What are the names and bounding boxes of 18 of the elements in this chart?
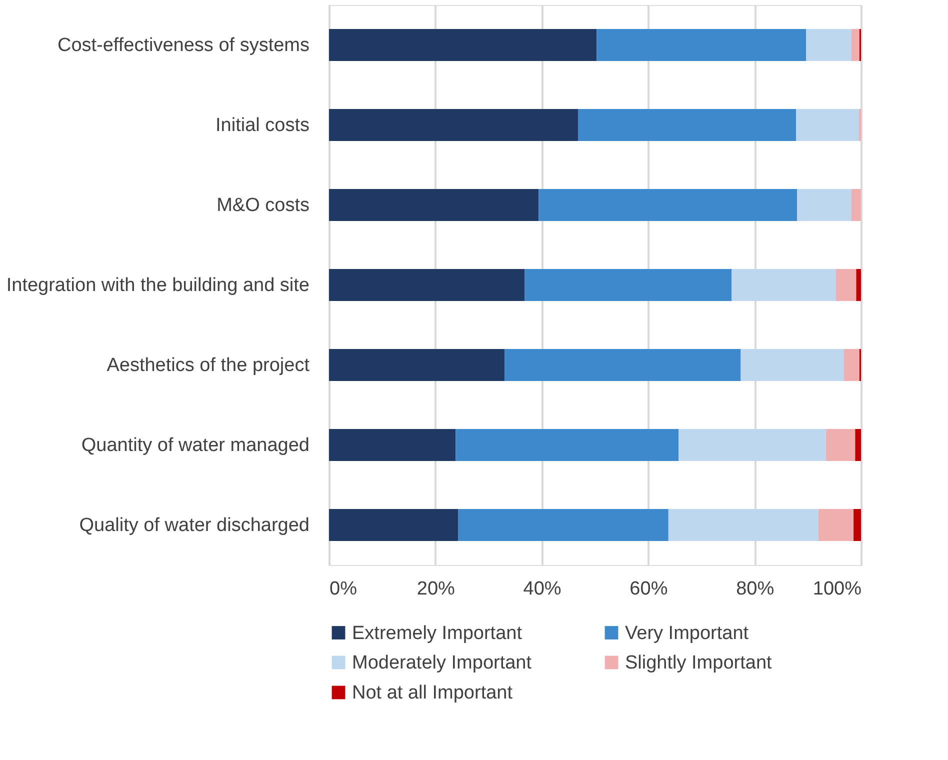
y-tick-label: Quantity of water managed: [81, 435, 310, 456]
legend-label: Very Important: [625, 622, 750, 644]
y-tick-label: M&O costs: [216, 195, 310, 216]
y-tick-label: Integration with the building and site: [6, 275, 310, 296]
x-tick-label: 80%: [736, 578, 774, 600]
y-tick-label: Aesthetics of the project: [106, 355, 310, 376]
x-tick-label: 0%: [330, 578, 358, 600]
x-tick-label: 100%: [812, 578, 862, 600]
x-tick-label: 20%: [416, 578, 456, 600]
y-tick-label: Cost-effectiveness of systems: [57, 35, 310, 56]
legend-label: Not at all Important: [352, 682, 514, 704]
x-tick-label: 40%: [523, 578, 562, 600]
y-tick-label: Initial costs: [216, 115, 310, 136]
legend-label: Moderately Important: [352, 652, 532, 674]
legend-label: Slightly Important: [625, 652, 773, 674]
x-tick-label: 60%: [630, 578, 668, 600]
legend-label: Extremely Important: [352, 622, 523, 644]
y-tick-label: Quality of water discharged: [79, 515, 310, 536]
